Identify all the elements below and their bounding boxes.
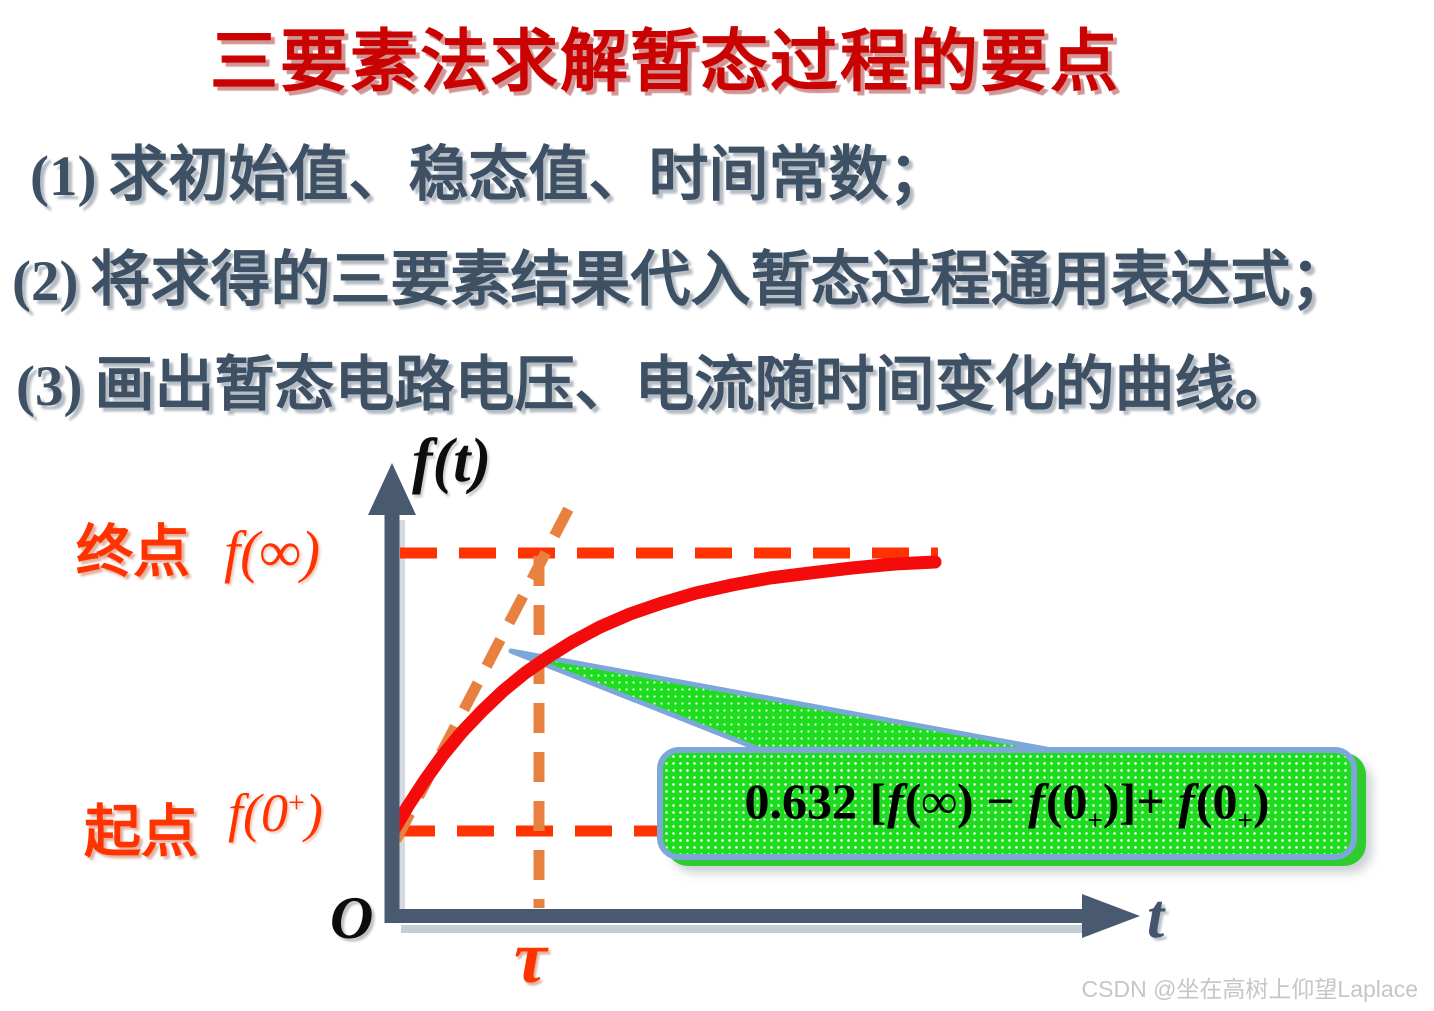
formula-callout-box: 0.632 [f(∞) − f(0+)]+ f(0+) — [657, 747, 1357, 860]
x-axis-arrowhead — [1082, 894, 1140, 938]
formula-f-italic: f — [887, 772, 904, 829]
f-zero-plus-label: f(0+) — [228, 782, 323, 844]
point-3: (3) 画出暂态电路电压、电流随时间变化的曲线。 — [16, 336, 1294, 423]
y-axis-label: f(t) — [412, 427, 492, 495]
point-2-number: (2) — [12, 250, 79, 313]
formula-f-italic: f — [1028, 772, 1045, 829]
formula-part: ) — [1252, 772, 1270, 829]
callout-pointer — [508, 648, 1049, 755]
point-1-text: 求初始值、稳态值、时间常数； — [108, 142, 949, 208]
f-infinity-rest: (∞) — [240, 519, 321, 584]
point-2: (2) 将求得的三要素结果代入暂态过程通用表达式； — [12, 231, 1350, 318]
formula-part: )]+ — [1102, 772, 1178, 829]
start-point-label: 起点 — [84, 801, 198, 864]
f-zero-f: f — [228, 783, 244, 843]
watermark: CSDN @坐在高树上仰望Laplace — [1081, 976, 1418, 1002]
point-1-number: (1) — [30, 145, 97, 208]
point-3-number: (3) — [16, 355, 83, 418]
f-zero-pre: (0 — [243, 783, 288, 843]
origin-label: O — [330, 885, 374, 951]
point-1: (1) 求初始值、稳态值、时间常数； — [30, 126, 948, 213]
y-axis-arrowhead — [368, 463, 416, 515]
formula-f-italic: f — [1178, 772, 1195, 829]
f-infinity-label: f(∞) — [224, 518, 320, 585]
formula-part: (0 — [1195, 772, 1238, 829]
formula-subscript-plus: + — [1087, 804, 1103, 835]
transient-curve — [385, 555, 942, 840]
formula: 0.632 [f(∞) − f(0+)]+ f(0+) — [744, 772, 1269, 836]
formula-subscript-plus: + — [1237, 804, 1253, 835]
x-axis-label: t — [1147, 883, 1165, 951]
point-2-text: 将求得的三要素结果代入暂态过程通用表达式； — [90, 247, 1351, 313]
end-point-label: 终点 — [76, 521, 190, 584]
f-zero-superscript-plus: + — [288, 786, 305, 819]
page-title: 三要素法求解暂态过程的要点 — [209, 24, 1120, 100]
formula-part: 0.632 [ — [744, 772, 887, 829]
formula-part: (0 — [1045, 772, 1088, 829]
tau-tick-label: τ — [514, 917, 547, 999]
f-zero-post: ) — [304, 783, 323, 843]
f-infinity-f: f — [224, 519, 241, 584]
point-3-text: 画出暂态电路电压、电流随时间变化的曲线。 — [94, 352, 1295, 418]
formula-part: (∞) − — [904, 772, 1028, 829]
